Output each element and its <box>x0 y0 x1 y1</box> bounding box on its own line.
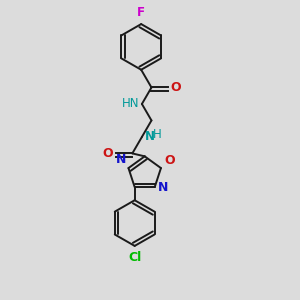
Text: N: N <box>158 181 169 194</box>
Text: O: O <box>171 81 181 94</box>
Text: O: O <box>103 147 113 160</box>
Text: F: F <box>137 6 145 19</box>
Text: O: O <box>164 154 175 166</box>
Text: N: N <box>145 130 155 143</box>
Text: Cl: Cl <box>128 251 141 264</box>
Text: H: H <box>153 128 162 141</box>
Text: HN: HN <box>122 98 139 110</box>
Text: N: N <box>116 153 126 166</box>
